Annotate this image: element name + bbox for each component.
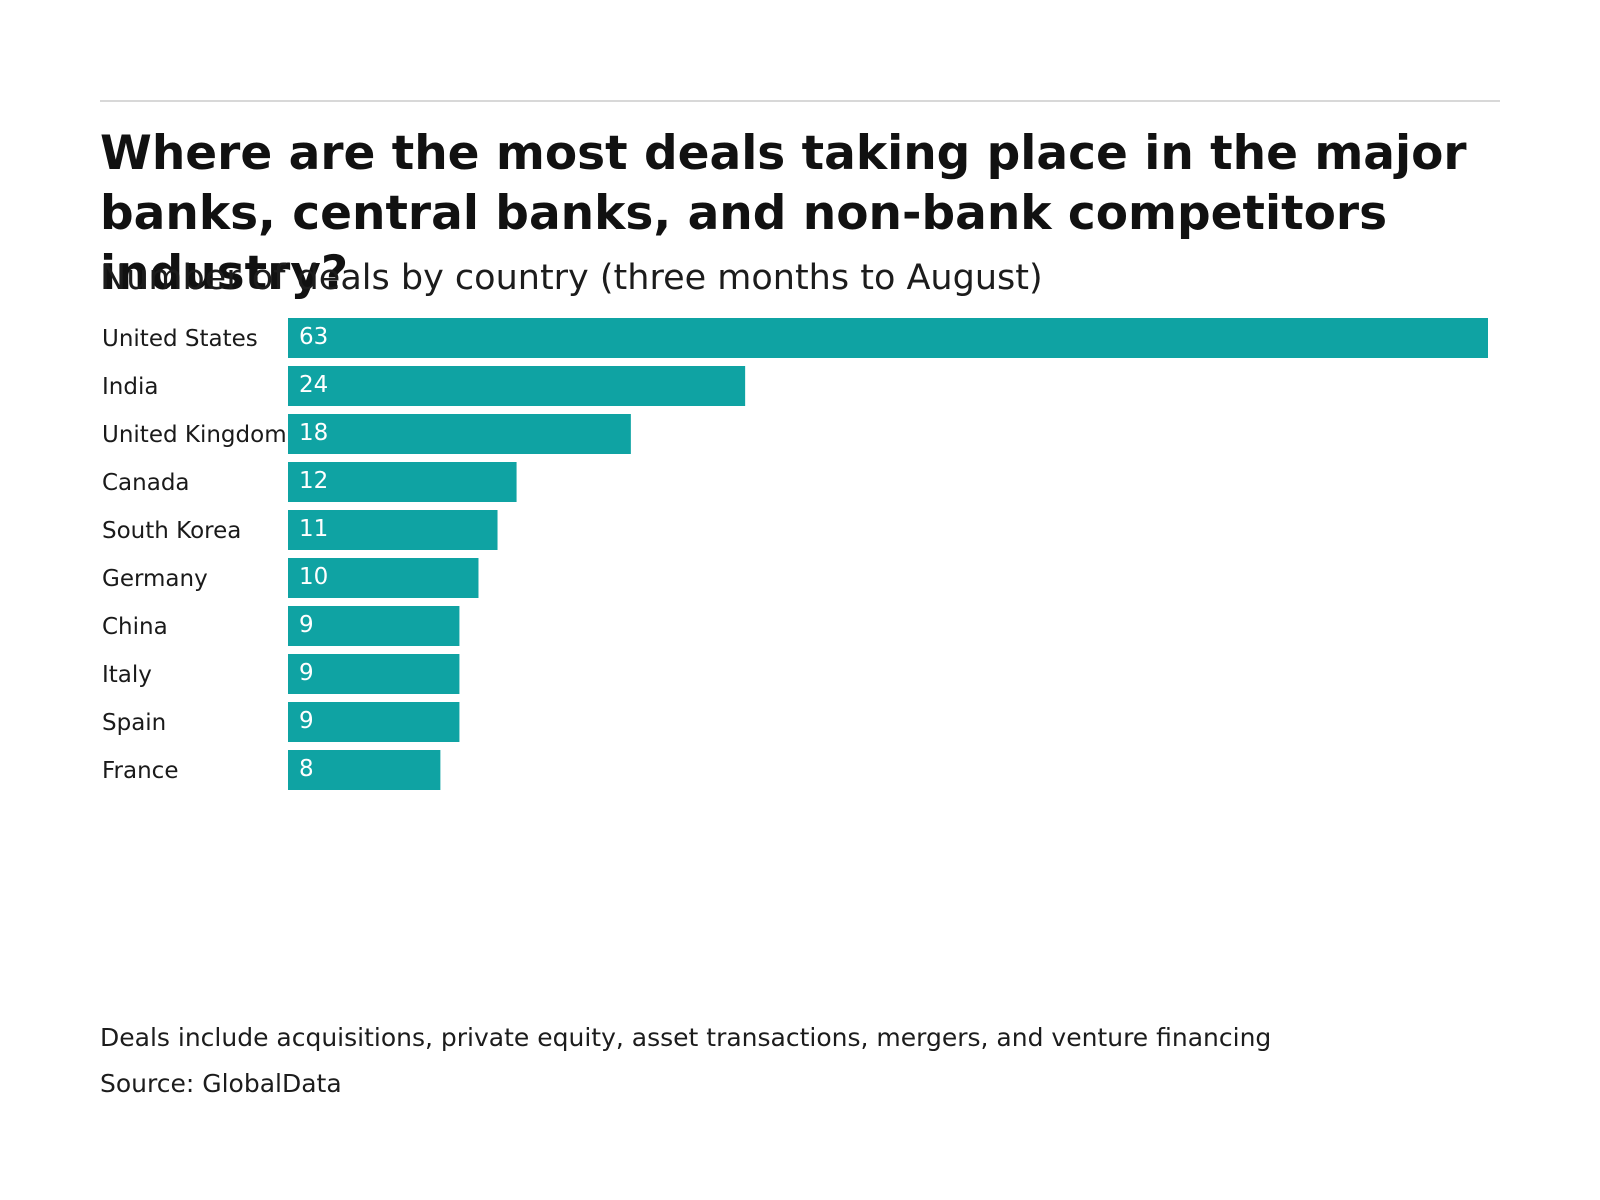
bar bbox=[288, 558, 479, 598]
bar bbox=[288, 414, 631, 454]
top-divider bbox=[100, 100, 1500, 102]
value-label: 18 bbox=[299, 420, 328, 446]
bar bbox=[288, 654, 460, 694]
category-label: India bbox=[102, 374, 158, 400]
category-label: United Kingdom bbox=[102, 422, 287, 448]
chart-subtitle: Number of deals by country (three months… bbox=[100, 258, 1043, 298]
bar bbox=[288, 318, 1488, 358]
value-label: 24 bbox=[299, 372, 328, 398]
category-label: France bbox=[102, 758, 178, 784]
bar bbox=[288, 750, 441, 790]
value-label: 11 bbox=[299, 516, 328, 542]
bar bbox=[288, 606, 460, 646]
category-label: United States bbox=[102, 326, 258, 352]
bar bbox=[288, 702, 460, 742]
chart-footnote: Deals include acquisitions, private equi… bbox=[100, 1023, 1272, 1052]
category-label: South Korea bbox=[102, 518, 241, 544]
category-label: Italy bbox=[102, 662, 152, 688]
chart-source: Source: GlobalData bbox=[100, 1069, 342, 1098]
value-label: 10 bbox=[299, 564, 328, 590]
bar bbox=[288, 462, 517, 502]
value-label: 12 bbox=[299, 468, 328, 494]
bar bbox=[288, 366, 746, 406]
bar-chart: United States 63 India 24 United Kingdom 18 Ca… bbox=[100, 318, 1505, 808]
category-label: China bbox=[102, 614, 168, 640]
value-label: 63 bbox=[299, 324, 328, 350]
category-label: Germany bbox=[102, 566, 208, 592]
value-label: 8 bbox=[299, 756, 314, 782]
value-label: 9 bbox=[299, 612, 314, 638]
category-label: Canada bbox=[102, 470, 190, 496]
category-label: Spain bbox=[102, 710, 166, 736]
bar-chart-svg: United States 63 India 24 United Kingdom 18 Ca… bbox=[102, 318, 1488, 790]
value-label: 9 bbox=[299, 708, 314, 734]
chart-title: Where are the most deals taking place in… bbox=[100, 126, 1467, 301]
bar bbox=[288, 510, 498, 550]
value-label: 9 bbox=[299, 660, 314, 686]
